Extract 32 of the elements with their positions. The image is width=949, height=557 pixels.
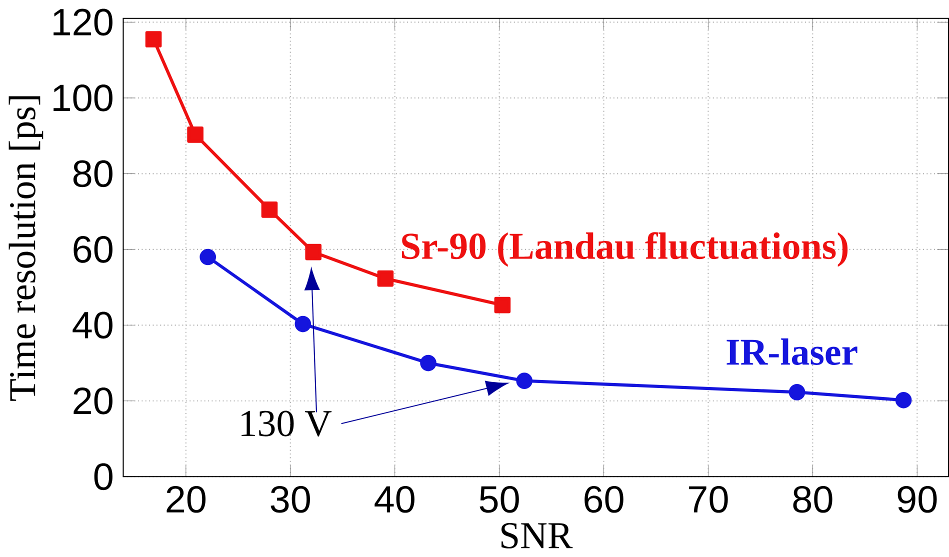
y-tick-label: 100 — [54, 84, 112, 112]
point — [187, 126, 204, 143]
point — [420, 354, 436, 372]
y-tick-label: 80 — [73, 160, 112, 188]
series-label: IR-laser — [726, 338, 858, 365]
x-tick-label: 90 — [898, 486, 937, 513]
annotation: 130 V — [242, 410, 332, 436]
x-tick-label: 50 — [480, 486, 519, 513]
x-tick-label: 80 — [793, 486, 832, 513]
point — [145, 30, 162, 48]
x-axis-title: SNR — [502, 522, 573, 548]
point — [516, 372, 533, 389]
y-tick-label: 120 — [54, 8, 112, 36]
y-tick-label: 20 — [74, 387, 112, 414]
point — [305, 244, 322, 260]
series-label: Sr-90 (Landau fluctuations) — [402, 232, 848, 267]
point — [294, 316, 312, 332]
y-tick-label: 40 — [72, 312, 112, 338]
point — [494, 296, 511, 314]
point — [788, 384, 806, 400]
x-tick-label: 40 — [374, 486, 414, 513]
x-tick-label: 30 — [270, 486, 310, 513]
x-tick-label: 70 — [689, 486, 728, 513]
y-tick-label: 0 — [94, 463, 112, 490]
point — [200, 248, 216, 266]
y-tick-label: 60 — [74, 236, 112, 263]
y-axis-title: Time resolution [ps] — [8, 96, 44, 401]
x-tick-label: 20 — [166, 486, 206, 513]
point — [377, 270, 394, 287]
point — [261, 201, 278, 218]
x-tick-label: 60 — [584, 486, 624, 513]
point — [895, 392, 912, 408]
